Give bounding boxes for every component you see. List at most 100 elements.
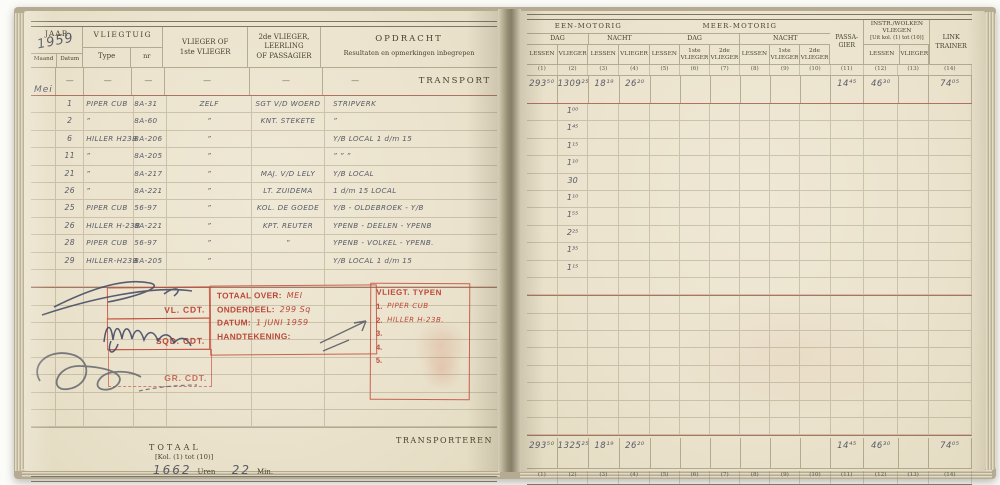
- col-13-cell: [898, 173, 929, 190]
- vlieger-cell: [167, 323, 252, 340]
- hours-row: 1¹⁵: [527, 138, 972, 157]
- red-rule: [527, 295, 972, 297]
- col-number: (10): [800, 471, 831, 485]
- type-nr-subheader: Type nr: [83, 47, 163, 67]
- transport-dash: —: [56, 68, 85, 95]
- footer-column-numbers: (1) (2) (3) (4) (5) (6) (7) (8) (9) (10) (11) (12)(…: [527, 469, 972, 485]
- 1ste-vlieger-label: 1ste VLIEGER: [770, 45, 800, 64]
- transport-dash: —: [165, 68, 250, 95]
- hours-row: [527, 365, 972, 384]
- col-10-cell: [800, 348, 831, 365]
- col-9-cell: [770, 208, 801, 225]
- col-13-cell: [898, 296, 929, 313]
- col-2-cell: [558, 331, 589, 348]
- nr-cell: 56-97: [134, 200, 168, 217]
- vlieger-label: VLIEGER: [558, 45, 589, 64]
- col-4-cell: 26²⁰: [620, 438, 651, 469]
- col-7-cell: [710, 208, 741, 225]
- col-14-cell: [929, 400, 972, 418]
- col-9-cell: [770, 383, 801, 400]
- col-12-cell: [864, 190, 899, 208]
- datum-cell: [56, 288, 85, 305]
- instr-wolken-group: INSTR./WOLKEN VLIEGEN [Uit kol. (1) tot …: [864, 20, 931, 64]
- col-4-cell: [619, 156, 650, 173]
- vliegtuig-label: VLIEGTUIG: [93, 30, 153, 39]
- col-8-cell: [740, 138, 771, 156]
- page-stack-right: [986, 12, 996, 470]
- nr-cell: [134, 305, 168, 323]
- lessen-label: LESSEN: [740, 45, 770, 64]
- opdracht-cell: [325, 306, 497, 322]
- col-14-cell: [929, 296, 972, 313]
- vlieger-cell: [167, 357, 252, 375]
- col-3-cell: [588, 138, 620, 156]
- col-3-cell: [588, 365, 620, 383]
- col-12-cell: [864, 418, 899, 435]
- nr-cell: [134, 288, 168, 305]
- col-6-cell: [680, 190, 711, 208]
- col-number: (13): [898, 471, 929, 485]
- col-5-cell: [650, 331, 681, 348]
- col-11-cell: [831, 260, 864, 277]
- col-2-cell: [558, 348, 589, 365]
- col-number: (3): [588, 65, 620, 75]
- col-14-cell: [929, 121, 972, 138]
- maand-cell: [31, 148, 57, 165]
- left-table-header: JAAR 1959 Maand Datum VLIEGTUIG Type nr …: [31, 27, 497, 68]
- col-number: (7): [710, 65, 741, 75]
- col-4-cell: [619, 313, 650, 331]
- col-9-cell: [770, 313, 801, 331]
- datum-cell: [56, 392, 85, 410]
- col-11-cell: [831, 383, 864, 400]
- meer-motorig-label: MEER-MOTORIG: [649, 20, 831, 34]
- col-12-cell: 46³⁰: [864, 76, 899, 103]
- hours-row: [527, 418, 972, 436]
- hours-row: 1¹⁰: [527, 190, 972, 209]
- maand-cell: [31, 288, 57, 305]
- type-cell: HILLER-H23B: [84, 252, 137, 269]
- col-7-cell: [710, 260, 741, 277]
- col-4-cell: [619, 365, 650, 383]
- col-9-cell: [770, 121, 801, 138]
- datum-cell: 29: [56, 252, 85, 269]
- col-9-cell: [770, 348, 801, 365]
- datum-cell: 11: [56, 148, 85, 165]
- col-4-cell: [619, 121, 650, 138]
- col-10-cell: [800, 418, 831, 435]
- col-11-cell: [831, 190, 864, 208]
- col-11-cell: [831, 331, 864, 348]
- col-6-cell: [680, 208, 711, 225]
- logbook-row: 11” 8A-205”” ” ”: [31, 148, 497, 166]
- col-5-cell: [650, 243, 681, 260]
- col-14-cell: 74⁰⁵: [929, 76, 972, 103]
- col-1-cell: [527, 104, 558, 121]
- nr-cell: [134, 357, 168, 375]
- month-handwritten: Mei: [34, 85, 53, 95]
- datum-cell: [56, 305, 85, 323]
- red-rule: [527, 103, 972, 104]
- lessen-label: LESSEN: [527, 45, 558, 64]
- logbook-row: 26 HILLER H-23B 8A-221” KPT. REUTER YPENB - …: [31, 217, 497, 236]
- col-1-cell: [527, 331, 558, 348]
- type-cell: PIPER CUB: [84, 200, 135, 217]
- col-12-cell: [864, 243, 899, 260]
- totaal-values-row: 293⁵⁰ 1325²⁵ 18¹⁹ 26²⁰ 14⁴⁵ 46³⁰ 74⁰⁵: [527, 436, 972, 469]
- type-cell: HILLER H23B: [84, 130, 137, 148]
- col-3-cell: [588, 260, 620, 277]
- col-7-cell: [711, 438, 741, 469]
- vlieger-label: VLIEGER: [900, 45, 930, 64]
- opdracht-cell: ” ” ”: [333, 151, 351, 161]
- logbook-row: [31, 357, 497, 376]
- nr-cell: [134, 323, 168, 340]
- col-2-cell: 1⁴⁵: [558, 121, 589, 138]
- type-cell: ”: [84, 182, 135, 200]
- col-13-cell: [898, 331, 929, 348]
- opdracht-cell: 1 d/m 15 LOCAL: [333, 185, 397, 195]
- col-14-cell: [929, 331, 972, 348]
- datum-cell: [56, 269, 85, 287]
- col-number: (6): [680, 65, 711, 75]
- col-7-cell: [710, 121, 741, 138]
- col-10-cell: [800, 296, 831, 313]
- col-1-cell: [527, 225, 558, 243]
- col-5-cell: [650, 383, 681, 400]
